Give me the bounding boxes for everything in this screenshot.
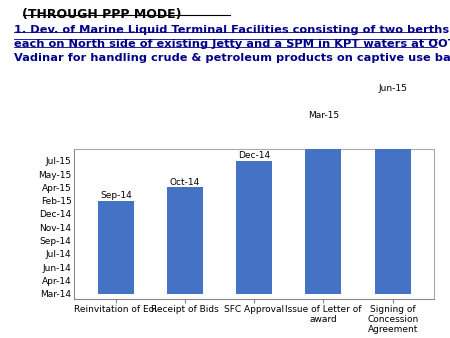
Text: Dec-14: Dec-14 [238,151,270,160]
Text: Mar-15: Mar-15 [308,111,339,120]
Text: 1. Dev. of Marine Liquid Terminal Facilities consisting of two berths 300m ,
eac: 1. Dev. of Marine Liquid Terminal Facili… [14,25,450,63]
Text: (THROUGH PPP MODE): (THROUGH PPP MODE) [22,8,182,21]
Bar [98,201,134,294]
Text: Sep-14: Sep-14 [100,191,132,200]
Bar [167,187,203,294]
Bar [375,94,411,294]
Bar [306,121,342,294]
Text: Jun-15: Jun-15 [378,84,407,94]
Bar [236,161,272,294]
Text: Oct-14: Oct-14 [170,178,200,187]
